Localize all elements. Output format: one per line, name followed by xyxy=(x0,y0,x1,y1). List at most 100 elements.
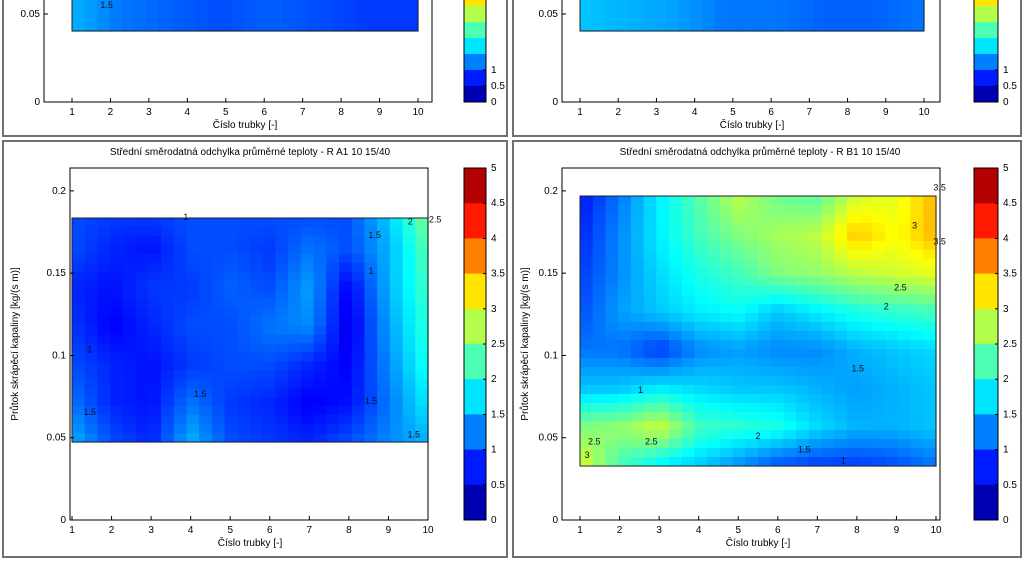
contour-cell xyxy=(758,412,772,422)
contour-cell xyxy=(834,331,848,341)
contour-cell xyxy=(745,268,759,278)
contour-cell xyxy=(770,205,785,215)
contour-cell xyxy=(783,430,797,440)
contour-cell xyxy=(275,218,289,228)
contour-cell xyxy=(389,406,404,416)
contour-cell xyxy=(630,385,645,395)
contour-cell xyxy=(770,214,785,224)
colorbar-segment xyxy=(974,168,998,204)
contour-cell xyxy=(605,385,619,395)
y-tick-label: 0.15 xyxy=(47,268,67,279)
contour-cell xyxy=(580,277,594,287)
contour-cell xyxy=(339,218,353,228)
contour-cell xyxy=(326,397,340,407)
contour-cell xyxy=(300,388,315,398)
contour-cell xyxy=(288,271,302,282)
contour-cell xyxy=(616,10,630,18)
contour-cell xyxy=(796,214,810,224)
contour-cell xyxy=(326,370,340,380)
contour-cell xyxy=(872,286,886,296)
contour-cell xyxy=(339,289,353,300)
contour-cell xyxy=(211,370,226,380)
contour-cell xyxy=(122,235,137,246)
contour-cell xyxy=(719,268,734,278)
contour-cell xyxy=(351,424,366,434)
contour-cell xyxy=(758,403,772,413)
colorbar-tick-label: 0 xyxy=(1003,515,1009,526)
contour-cell xyxy=(110,352,124,362)
contour-cell xyxy=(220,24,234,32)
contour-cell xyxy=(377,298,391,309)
contour-cell xyxy=(758,358,772,368)
contour-cell xyxy=(199,235,213,246)
contour-cell xyxy=(616,3,630,11)
contour-cell xyxy=(580,313,594,323)
contour-cell xyxy=(170,0,184,4)
contour-cell xyxy=(232,0,246,4)
contour-cell xyxy=(250,370,264,380)
contour-cell xyxy=(415,289,429,300)
contour-cell xyxy=(618,304,632,314)
contour-cell xyxy=(97,235,111,246)
contour-cell xyxy=(643,232,657,242)
contour-cell xyxy=(694,457,708,467)
contour-cell xyxy=(237,361,251,371)
contour-cell xyxy=(745,205,759,215)
contour-label: 1 xyxy=(183,212,188,222)
colorbar-segment xyxy=(974,6,998,23)
contour-cell xyxy=(211,316,226,327)
contour-cell xyxy=(719,367,734,377)
contour-cell xyxy=(694,439,708,449)
contour-label: 1 xyxy=(841,455,846,465)
contour-cell xyxy=(745,223,759,233)
contour-cell xyxy=(707,421,721,431)
contour-cell xyxy=(415,406,429,416)
contour-cell xyxy=(199,397,213,407)
contour-cell xyxy=(758,421,772,431)
contour-cell xyxy=(199,343,213,353)
contour-cell xyxy=(808,277,823,287)
contour-cell xyxy=(326,289,340,300)
contour-cell xyxy=(859,367,874,377)
contour-cell xyxy=(351,218,366,228)
contour-cell xyxy=(719,340,734,350)
y-axis-label: Průtok skrápěcí kapaliny [kg/(s m)] xyxy=(519,267,531,421)
contour-field xyxy=(580,196,937,467)
x-tick-label: 2 xyxy=(109,525,115,536)
contour-cell xyxy=(808,439,823,449)
contour-cell xyxy=(161,415,175,425)
contour-cell xyxy=(605,295,619,305)
contour-cell xyxy=(630,448,645,458)
contour-cell xyxy=(84,235,99,246)
contour-cell xyxy=(275,424,289,434)
contour-cell xyxy=(669,376,683,386)
contour-cell xyxy=(224,415,238,425)
contour-cell xyxy=(148,424,162,434)
contour-cell xyxy=(745,214,759,224)
contour-cell xyxy=(364,424,378,434)
contour-cell xyxy=(669,259,683,269)
contour-cell xyxy=(313,370,327,380)
contour-cell xyxy=(681,286,696,296)
colorbar-segment xyxy=(464,54,486,71)
contour-cell xyxy=(707,349,721,359)
contour-cell xyxy=(885,205,899,215)
contour-cell xyxy=(288,406,302,416)
contour-cell xyxy=(605,277,619,287)
contour-cell xyxy=(96,24,110,32)
contour-cell xyxy=(897,376,912,386)
contour-cell xyxy=(97,343,111,353)
contour-cell xyxy=(135,316,149,327)
contour-cell xyxy=(745,313,759,323)
contour-cell xyxy=(84,289,99,300)
contour-cell xyxy=(616,0,630,4)
y-tick-label: 0.15 xyxy=(539,268,559,279)
colorbar-frame xyxy=(463,0,487,103)
contour-cell xyxy=(262,244,277,255)
contour-cell xyxy=(326,218,340,228)
contour-cell xyxy=(351,415,366,425)
contour-cell xyxy=(719,286,734,296)
contour-cell xyxy=(796,196,810,206)
contour-cell xyxy=(592,376,607,386)
contour-cell xyxy=(897,322,912,332)
